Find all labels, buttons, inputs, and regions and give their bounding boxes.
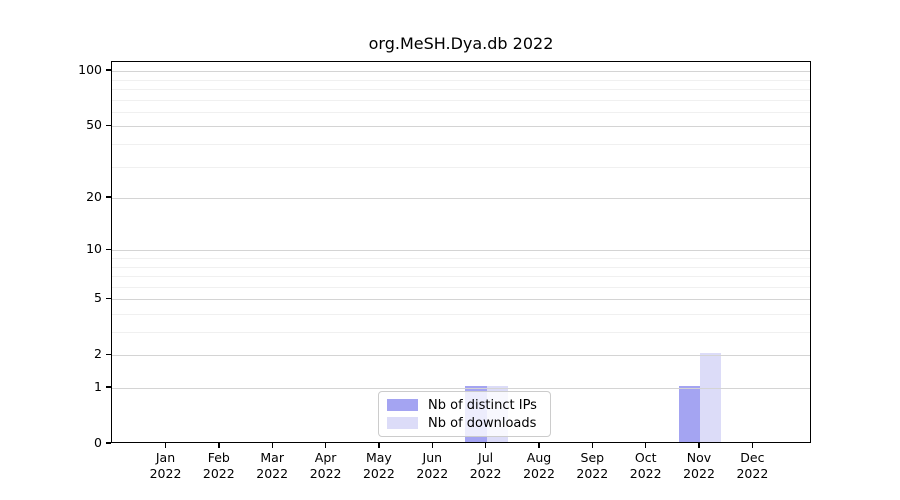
legend-item: Nb of distinct IPs [387, 397, 542, 413]
x-tick-month: Jul [478, 450, 494, 465]
gridline-minor [112, 286, 810, 288]
x-tick-month: Aug [526, 450, 552, 465]
gridline-minor [112, 79, 810, 81]
x-tick-label: Jul 2022 [451, 450, 521, 481]
x-tick-year: 2022 [576, 465, 609, 481]
gridline-minor [112, 313, 810, 315]
x-axis-tick [164, 443, 167, 448]
gridline-minor [112, 276, 810, 277]
x-tick-label: Jun 2022 [397, 450, 467, 481]
x-axis-tick [698, 443, 700, 448]
y-axis-tick [106, 196, 111, 198]
x-axis-tick [591, 443, 593, 448]
x-axis-tick [484, 443, 487, 448]
legend-swatch-distinct-ips-icon [387, 399, 418, 411]
x-tick-month: Jun [422, 450, 443, 465]
x-tick-label: Mar 2022 [237, 450, 307, 481]
legend-item: Nb of downloads [387, 415, 542, 431]
x-tick-label: Apr 2022 [291, 450, 361, 481]
y-axis-tick [106, 248, 111, 250]
bar-distinct-ips [678, 386, 700, 442]
y-axis-tick [106, 69, 111, 71]
x-tick-month: Oct [634, 450, 657, 465]
x-tick-year: 2022 [523, 465, 555, 481]
x-tick-label: Aug 2022 [504, 450, 574, 481]
gridline-minor [112, 111, 810, 113]
x-axis-tick [538, 443, 540, 448]
x-axis-tick [378, 443, 380, 448]
x-tick-month: Dec [740, 450, 765, 465]
y-axis-tick [106, 124, 111, 126]
x-tick-month: Jan [155, 450, 176, 465]
gridline-minor [112, 143, 810, 145]
x-tick-month: Apr [314, 450, 337, 465]
x-tick-year: 2022 [309, 465, 342, 481]
y-tick-label: 10 [86, 241, 102, 257]
y-tick-label: 1 [94, 379, 102, 394]
x-axis-tick [324, 443, 327, 448]
gridline-minor [112, 88, 810, 90]
x-tick-year: 2022 [202, 465, 235, 481]
gridline-major [112, 250, 810, 252]
gridline-major [112, 198, 810, 199]
gridline-major [112, 71, 810, 73]
x-axis-tick [645, 443, 647, 448]
y-tick-label: 5 [94, 290, 102, 306]
legend-label-downloads: Nb of downloads [428, 415, 537, 431]
y-axis-tick [106, 386, 111, 388]
y-tick-label: 2 [94, 346, 102, 362]
gridline-minor [112, 99, 810, 101]
legend-swatch-downloads-icon [387, 417, 418, 429]
y-axis-tick [106, 353, 111, 355]
y-axis-tick [106, 297, 111, 299]
chart-title: org.MeSH.Dya.db 2022 [368, 34, 554, 53]
x-tick-year: 2022 [736, 465, 769, 481]
gridline-major [112, 126, 810, 128]
y-axis-tick [106, 442, 111, 444]
legend-label-distinct-ips: Nb of distinct IPs [428, 397, 537, 413]
x-tick-year: 2022 [469, 465, 502, 481]
y-tick-label: 0 [94, 435, 102, 450]
x-tick-month: Mar [260, 450, 284, 465]
x-tick-year: 2022 [416, 465, 449, 481]
x-tick-label: Oct 2022 [611, 450, 681, 481]
y-tick-label: 100 [78, 62, 102, 78]
x-tick-month: Nov [686, 450, 712, 465]
legend: Nb of distinct IPs Nb of downloads [378, 391, 551, 437]
x-axis-tick [271, 443, 273, 448]
plot-area [111, 61, 811, 443]
x-tick-year: 2022 [683, 465, 715, 481]
x-axis-tick [751, 443, 753, 448]
bar-downloads [700, 353, 722, 442]
gridline-major [112, 388, 810, 389]
gridline-minor [112, 266, 810, 268]
y-tick-label: 20 [86, 189, 102, 204]
x-tick-month: Sep [580, 450, 605, 465]
gridline-minor [112, 332, 810, 333]
x-tick-month: May [365, 450, 392, 465]
x-tick-label: May 2022 [344, 450, 414, 481]
gridline-minor [112, 257, 810, 259]
x-axis-tick [218, 443, 220, 448]
gridline-major [112, 299, 810, 301]
x-tick-month: Feb [207, 450, 230, 465]
x-tick-year: 2022 [362, 465, 395, 481]
x-tick-label: Jan 2022 [131, 450, 201, 481]
gridline-major [112, 355, 810, 357]
gridline-minor [112, 166, 810, 168]
x-tick-label: Sep 2022 [557, 450, 627, 481]
x-axis-tick [431, 443, 433, 448]
x-tick-year: 2022 [629, 465, 662, 481]
x-tick-year: 2022 [149, 465, 182, 481]
x-tick-label: Nov 2022 [664, 450, 734, 481]
x-tick-year: 2022 [256, 465, 289, 481]
y-tick-label: 50 [86, 117, 102, 133]
x-tick-label: Feb 2022 [184, 450, 254, 481]
x-tick-label: Dec 2022 [717, 450, 787, 481]
